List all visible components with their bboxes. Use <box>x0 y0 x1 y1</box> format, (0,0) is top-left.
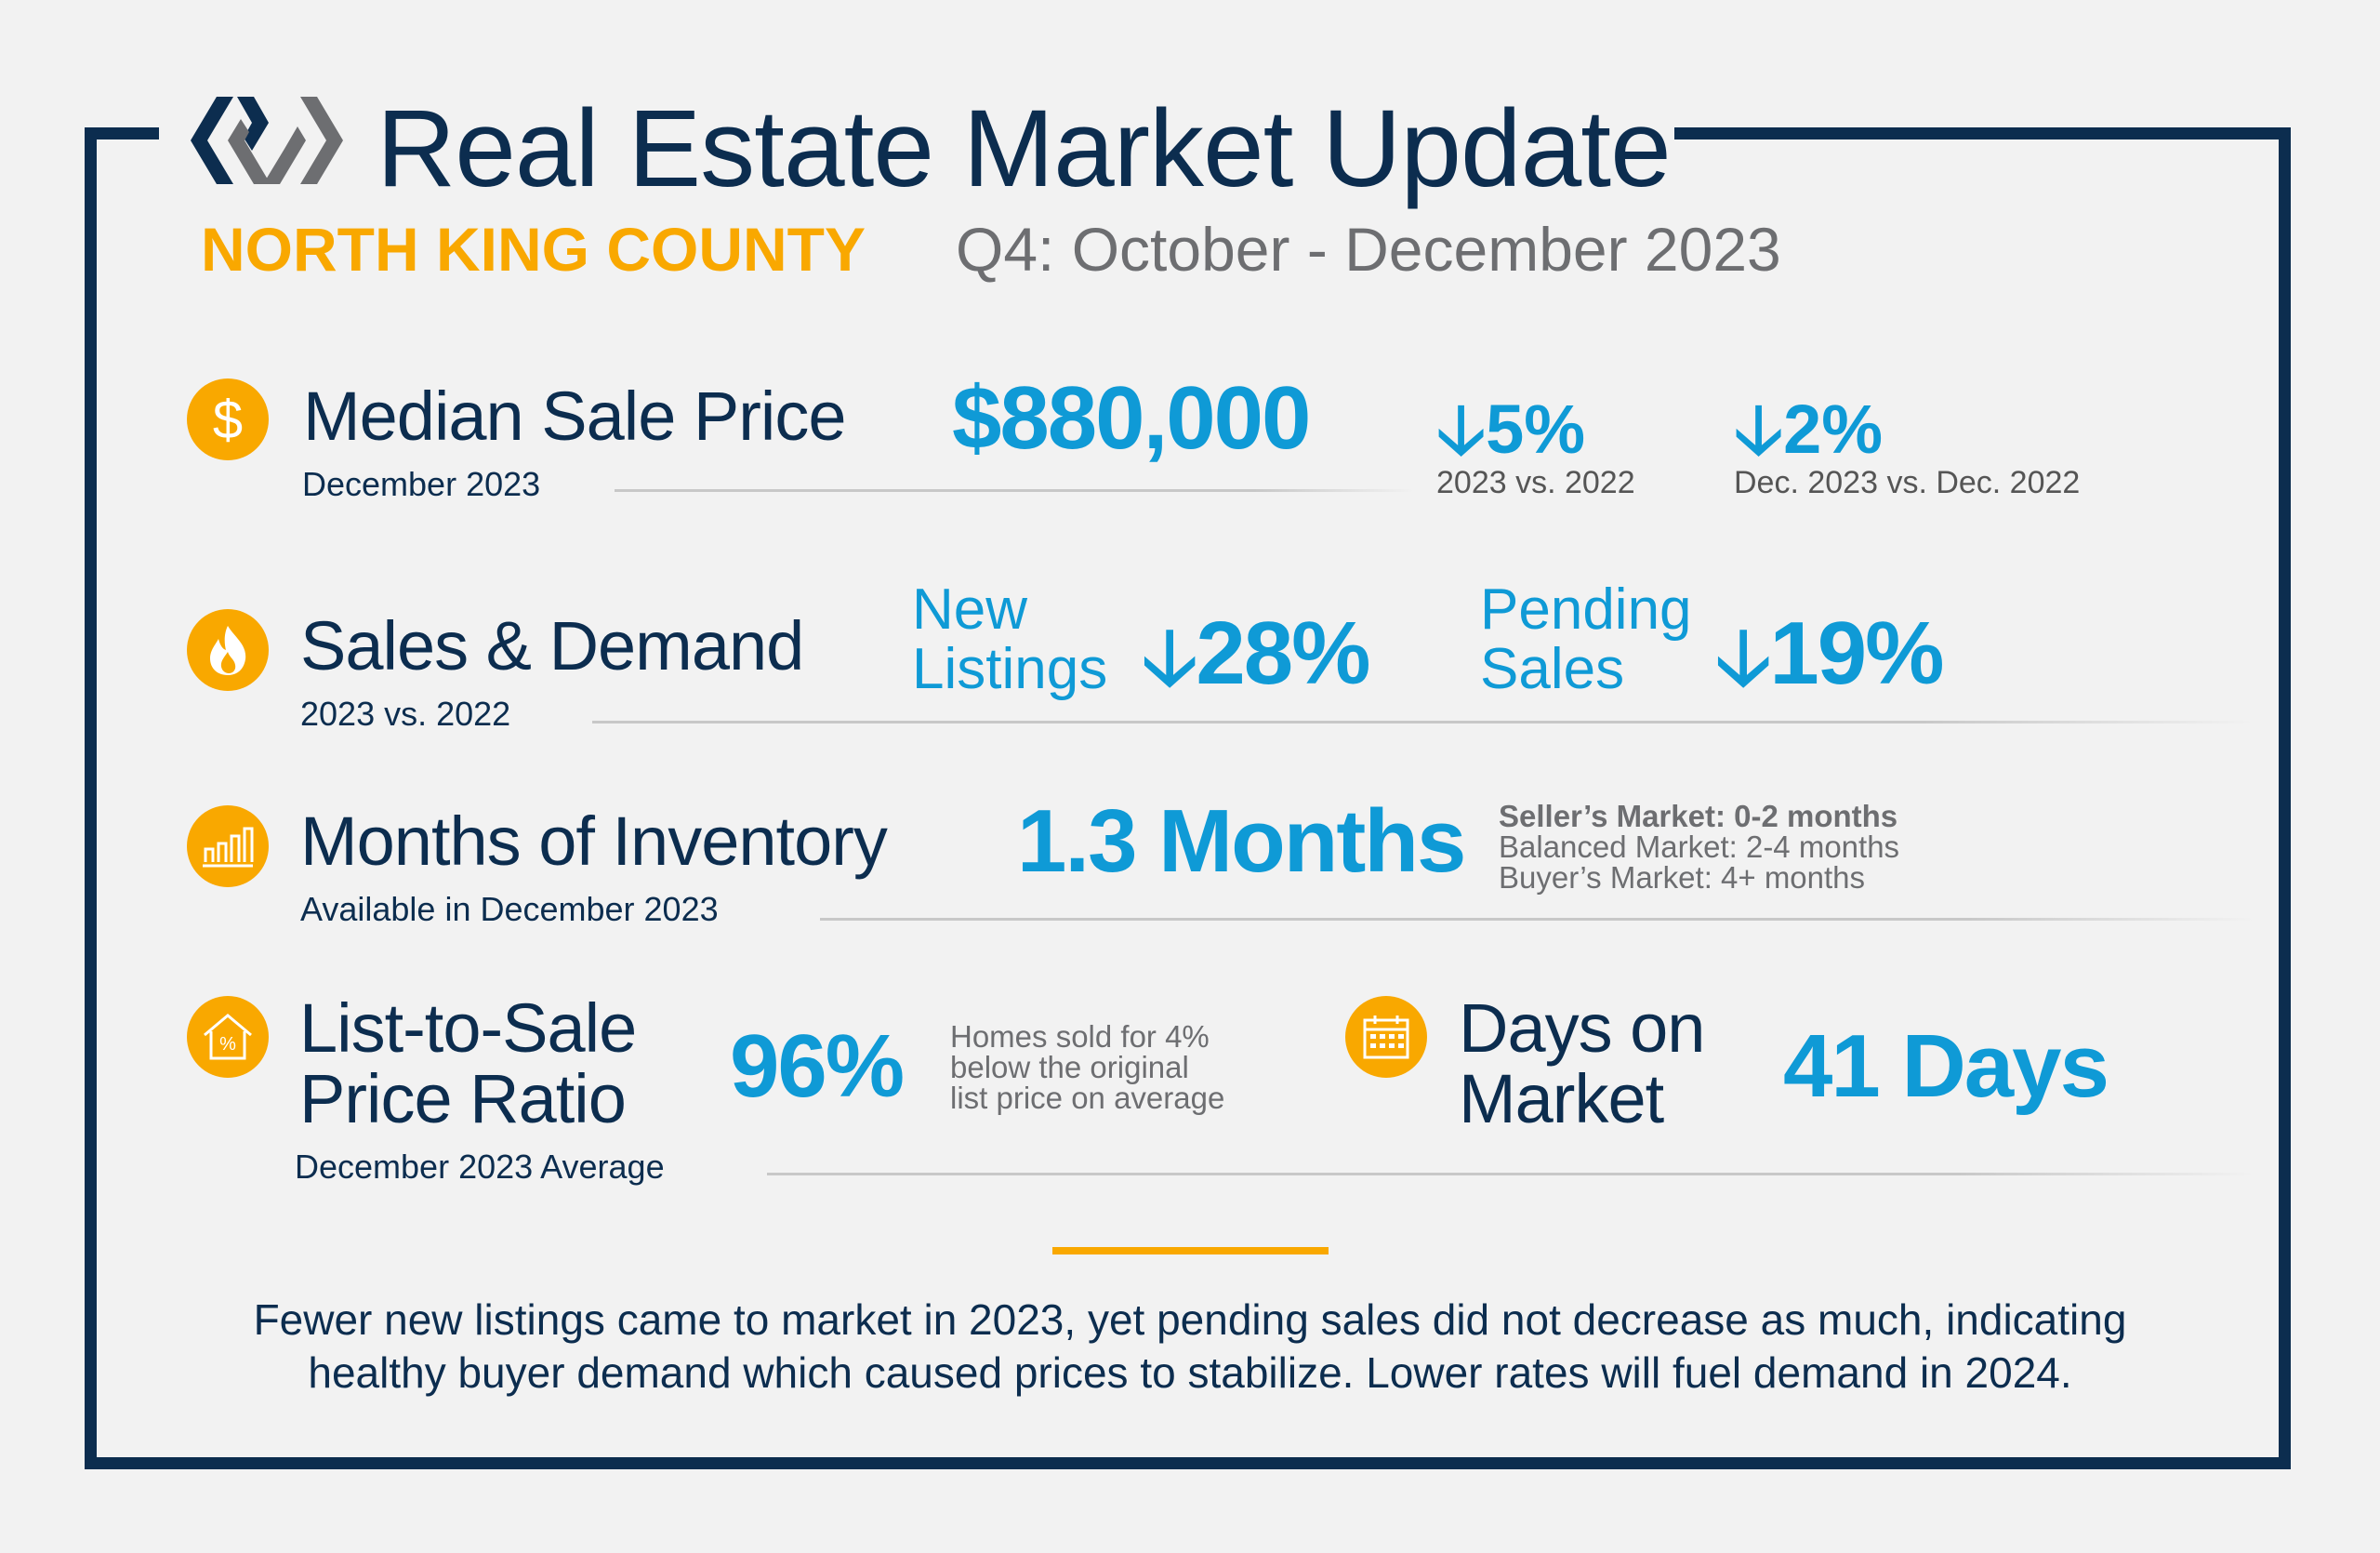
footer-summary: Fewer new listings came to market in 202… <box>253 1295 2127 1397</box>
new-listings-label: New Listings <box>912 577 1108 701</box>
list-to-sale-value: 96% <box>730 1016 905 1116</box>
market-legend: Seller’s Market: 0-2 months Balanced Mar… <box>1499 799 1900 895</box>
list-to-sale-subtitle: December 2023 Average <box>295 1148 665 1186</box>
svg-text:%: % <box>219 1034 236 1055</box>
windermere-logo-icon <box>191 97 343 184</box>
dollar-icon: $ <box>187 378 269 460</box>
inventory-value: 1.3 Months <box>1017 791 1466 891</box>
frame-bottom <box>85 1457 2291 1469</box>
frame-left <box>85 127 97 1469</box>
days-on-market-value: 41 Days <box>1783 1016 2109 1116</box>
median-price-title: Median Sale Price <box>303 378 847 455</box>
page-title: Real Estate Market Update <box>377 87 1672 210</box>
period-label: Q4: October - December 2023 <box>956 215 1781 284</box>
sales-demand-subtitle: 2023 vs. 2022 <box>300 695 511 733</box>
divider <box>820 918 2254 921</box>
median-change-year: 🡣5% <box>1436 391 1586 468</box>
frame-top-left <box>85 127 159 139</box>
region-label: NORTH KING COUNTY <box>201 215 866 284</box>
new-listings-change: 🡣28% <box>1142 604 1370 703</box>
inventory-title: Months of Inventory <box>300 803 888 880</box>
arrow-down-icon: 🡣 <box>1436 391 1487 468</box>
inventory-subtitle: Available in December 2023 <box>300 890 719 928</box>
median-price-subtitle: December 2023 <box>302 465 541 503</box>
frame-top-right <box>1674 127 2291 139</box>
divider <box>615 489 1414 492</box>
calendar-icon <box>1345 996 1427 1078</box>
divider <box>592 721 2254 723</box>
days-on-market-title: Days on Market <box>1459 989 1705 1137</box>
frame-right <box>2279 127 2291 1469</box>
list-to-sale-title: List-to-Sale Price Ratio <box>299 989 637 1137</box>
arrow-down-icon: 🡣 <box>1734 391 1784 468</box>
median-change-year-caption: 2023 vs. 2022 <box>1436 465 1635 500</box>
arrow-down-icon: 🡣 <box>1715 613 1771 700</box>
median-price-value: $880,000 <box>952 368 1311 468</box>
arrow-down-icon: 🡣 <box>1142 613 1197 700</box>
bar-chart-icon <box>187 805 269 887</box>
list-to-sale-note: Homes sold for 4% below the original lis… <box>950 1019 1225 1115</box>
median-change-month: 🡣2% <box>1734 391 1884 468</box>
sales-demand-title: Sales & Demand <box>300 607 804 684</box>
pending-sales-label: Pending Sales <box>1480 577 1692 701</box>
accent-bar <box>1052 1247 1329 1254</box>
median-change-month-caption: Dec. 2023 vs. Dec. 2022 <box>1734 465 2081 500</box>
flame-icon <box>187 609 269 691</box>
pending-sales-change: 🡣19% <box>1715 604 1944 703</box>
divider <box>767 1173 2254 1175</box>
house-percent-icon: % <box>187 996 269 1078</box>
